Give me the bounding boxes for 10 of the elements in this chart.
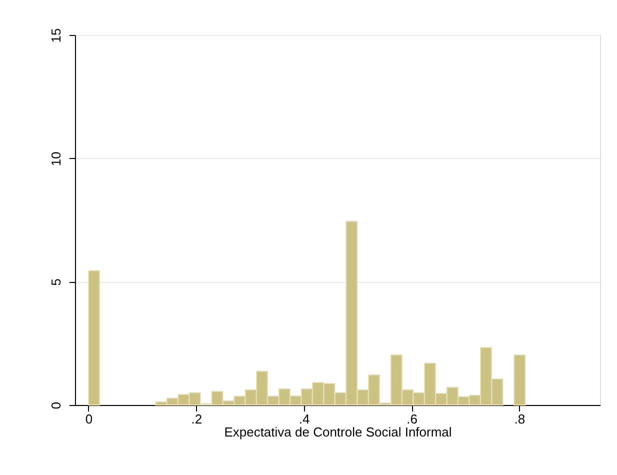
x-tick-label: 0 [85, 412, 93, 426]
y-tick-label: 5 [48, 278, 64, 286]
x-tick-label: .6 [406, 412, 418, 426]
x-axis-title: Expectativa de Controle Social Informal [224, 424, 452, 440]
y-tick-label: 10 [48, 152, 64, 166]
y-tick-label: 15 [48, 28, 64, 43]
x-tick-label: .8 [514, 412, 526, 426]
y-tick-label: 0 [48, 402, 64, 410]
x-tick-label: .2 [191, 412, 202, 426]
x-tick-label: .4 [298, 412, 310, 426]
